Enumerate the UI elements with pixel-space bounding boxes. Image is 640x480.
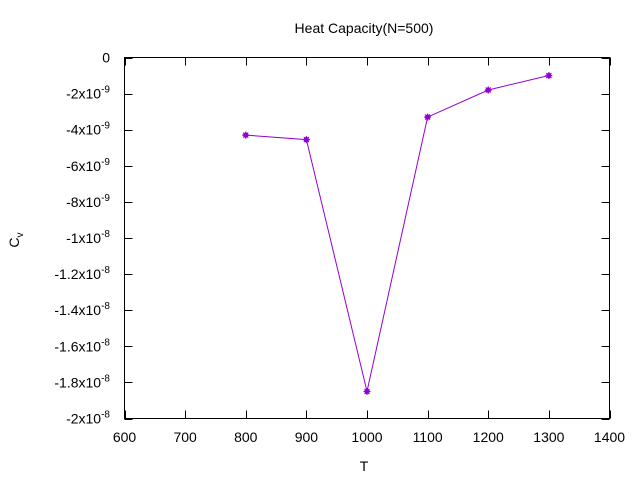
y-tick-label-exponent: -8	[101, 373, 110, 384]
y-tick-label: -2x10-9	[66, 85, 110, 102]
y-tick-label: -1.2x10-8	[54, 265, 110, 282]
y-tick-label-exponent: -9	[101, 121, 110, 132]
y-tick-label-exponent: -9	[101, 157, 110, 168]
y-tick-label-exponent: -8	[101, 229, 110, 240]
y-tick-label: -2x10-8	[66, 410, 110, 427]
x-tick-label: 1400	[594, 429, 625, 445]
data-point	[242, 131, 250, 139]
y-axis-ticks: 0-2x10-9-4x10-9-6x10-9-8x10-9-1x10-8-1.2…	[54, 50, 610, 427]
y-tick-label: -1.6x10-8	[54, 337, 110, 354]
y-tick-label: -8x10-9	[66, 193, 110, 210]
y-tick-label-base: -1.4x10	[54, 302, 101, 318]
y-tick-label-base: -1x10	[66, 230, 101, 246]
data-point	[302, 136, 310, 144]
y-tick-label: -1.8x10-8	[54, 373, 110, 390]
data-point	[545, 72, 553, 80]
y-tick-label: -4x10-9	[66, 121, 110, 138]
y-tick-label-base: -2x10	[66, 86, 101, 102]
y-tick-label-base: -1.6x10	[54, 338, 101, 354]
chart-title: Heat Capacity(N=500)	[295, 20, 434, 36]
x-tick-label: 1100	[413, 429, 443, 445]
data-point	[363, 387, 371, 395]
x-tick-label: 1300	[533, 429, 564, 445]
series-line	[245, 75, 550, 392]
y-tick-label: -1.4x10-8	[54, 301, 110, 318]
svg-text:Cv: Cv	[6, 232, 26, 247]
y-axis-label: Cv	[6, 232, 26, 247]
y-tick-label: 0	[102, 50, 110, 66]
y-tick-label-exponent: -9	[101, 85, 110, 96]
x-axis-label: T	[360, 458, 369, 474]
y-tick-label-base: -8x10	[66, 194, 101, 210]
x-tick-label: 900	[295, 429, 319, 445]
plot-frame	[124, 57, 610, 419]
x-tick-label: 700	[173, 429, 197, 445]
y-tick-label-exponent: -8	[101, 410, 110, 421]
y-axis-label-main: C	[6, 237, 22, 247]
x-tick-label: 1000	[351, 429, 382, 445]
y-tick-label-exponent: -8	[101, 265, 110, 276]
y-tick-label-base: -1.2x10	[54, 266, 101, 282]
y-tick-label-exponent: -8	[101, 337, 110, 348]
x-tick-label: 1200	[473, 429, 504, 445]
y-tick-label-base: -4x10	[66, 122, 101, 138]
x-tick-label: 800	[234, 429, 258, 445]
series-layer	[242, 72, 553, 395]
y-tick-label-base: -1.8x10	[54, 374, 101, 390]
x-axis-ticks: 600 700 800 900 1000 1100 1200 1300 1400	[113, 57, 625, 445]
y-tick-label: -6x10-9	[66, 157, 110, 174]
data-point	[424, 113, 432, 121]
y-tick-label-base: -6x10	[66, 158, 101, 174]
y-tick-label-exponent: -8	[101, 301, 110, 312]
x-tick-label: 600	[113, 429, 137, 445]
y-axis-label-sub: v	[15, 232, 26, 237]
y-tick-label: -1x10-8	[66, 229, 110, 246]
y-tick-label-base: -2x10	[66, 411, 101, 427]
data-point	[484, 86, 492, 94]
y-tick-label-exponent: -9	[101, 193, 110, 204]
y-tick-label-base: 0	[102, 50, 110, 66]
